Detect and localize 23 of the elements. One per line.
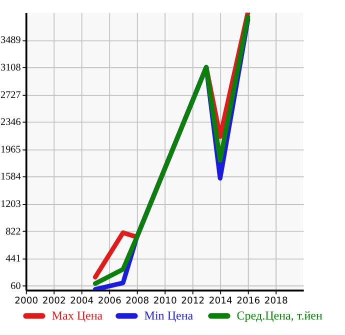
- y-tick-label: 3108: [0, 62, 21, 74]
- x-tick-label: 2014: [208, 295, 232, 306]
- x-tick-label: 2018: [264, 295, 288, 306]
- x-tick-label: 2006: [98, 295, 122, 306]
- y-tick-label: 60: [10, 280, 21, 292]
- x-tick-label: 2004: [70, 295, 94, 306]
- x-tick-label: 2002: [42, 295, 66, 306]
- x-tick-label: 2000: [14, 295, 38, 306]
- y-tick-label: 1965: [0, 144, 21, 156]
- x-tick-label: 2010: [153, 295, 177, 306]
- x-tick-label: 2008: [126, 295, 150, 306]
- x-tick-label: 2012: [181, 295, 205, 306]
- legend-label: Max Цена: [52, 308, 104, 323]
- y-tick-label: 2727: [0, 90, 21, 101]
- y-tick-label: 822: [6, 226, 21, 238]
- y-tick-label: 1584: [0, 172, 21, 183]
- y-tick-label: 441: [6, 254, 21, 265]
- legend-label: Сред.Цена, т.йен: [236, 308, 323, 323]
- legend-label: Min Цена: [144, 308, 194, 323]
- x-tick-label: 2016: [236, 295, 260, 306]
- y-tick-label: 3489: [0, 35, 21, 46]
- y-tick-label: 2346: [0, 117, 21, 128]
- y-tick-label: 1203: [0, 199, 21, 210]
